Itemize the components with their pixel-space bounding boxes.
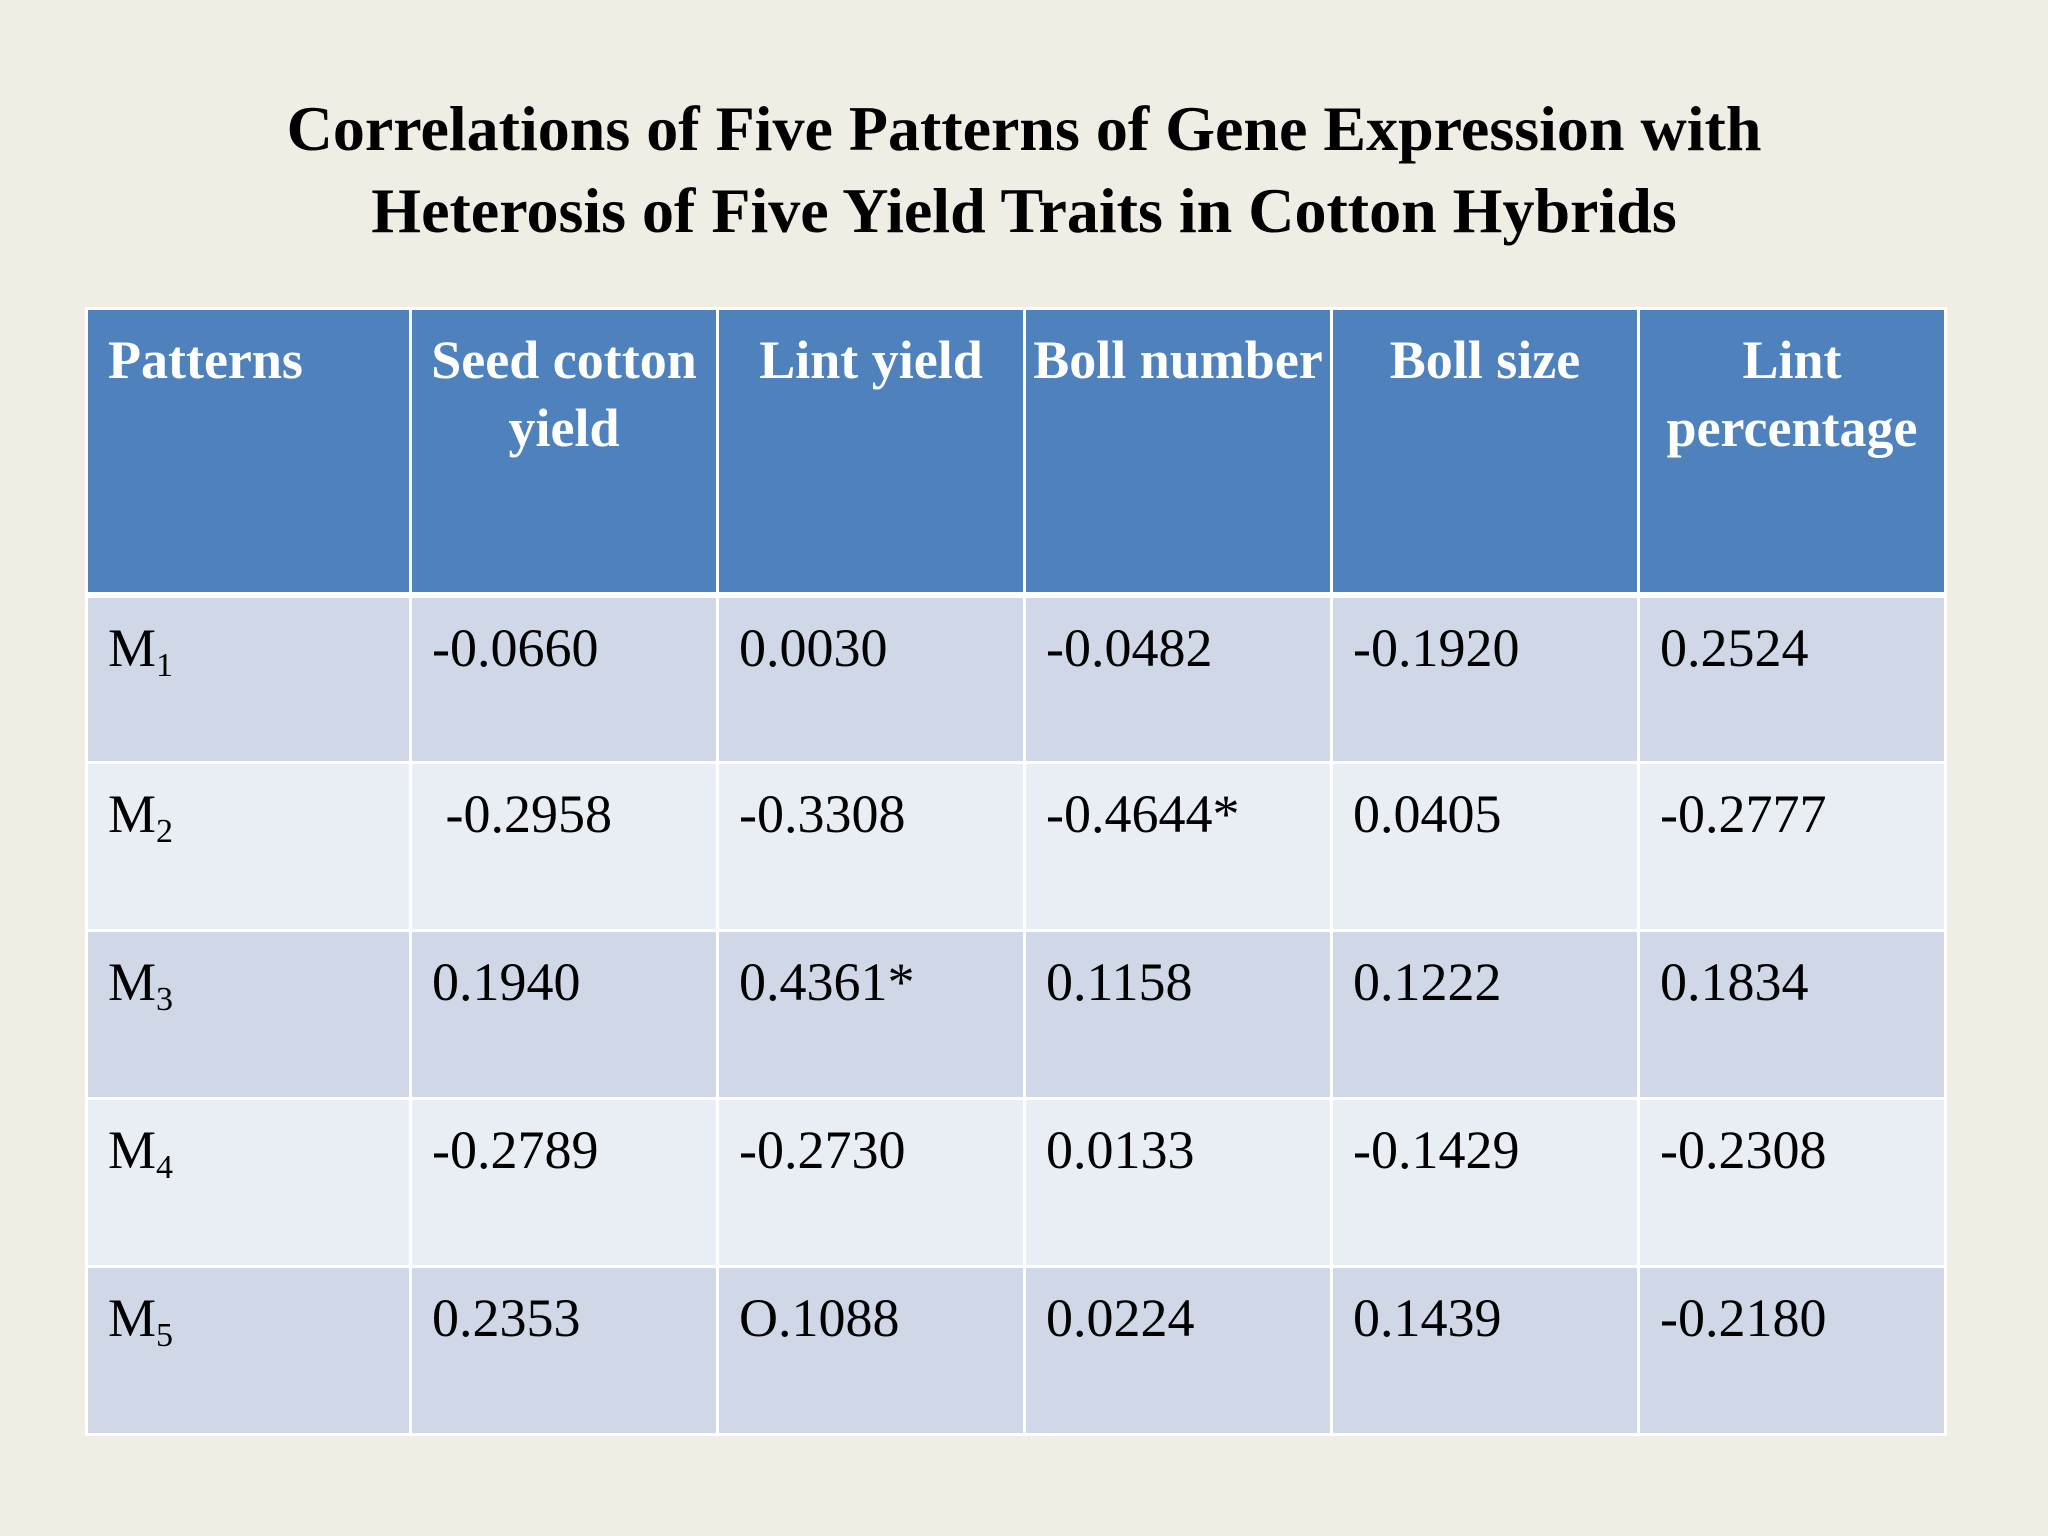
value-cell: -0.0482	[1023, 593, 1333, 764]
table-row: M4 -0.2789 -0.2730 0.0133 -0.1429 -0.230…	[85, 1097, 1947, 1268]
pattern-label: M	[108, 952, 157, 1012]
table-row: M1 -0.0660 0.0030 -0.0482 -0.1920 0.2524	[85, 593, 1947, 764]
value-cell: 0.0133	[1023, 1097, 1333, 1268]
pattern-subscript: 2	[156, 813, 174, 850]
header-boll-number: Boll number	[1023, 307, 1333, 598]
table-row: M5 0.2353 O.1088 0.0224 0.1439 -0.2180	[85, 1265, 1947, 1436]
pattern-label: M	[108, 784, 157, 844]
value-cell: O.1088	[716, 1265, 1026, 1436]
pattern-subscript: 4	[156, 1149, 174, 1186]
title-line-2: Heterosis of Five Yield Traits in Cotton…	[371, 175, 1677, 246]
correlation-table: Patterns Seed cotton yield Lint yield Bo…	[85, 307, 1947, 1436]
table-row: M2 -0.2958 -0.3308 -0.4644* 0.0405 -0.27…	[85, 761, 1947, 932]
value-cell: 0.1834	[1637, 929, 1947, 1100]
value-cell: -0.3308	[716, 761, 1026, 932]
value-cell: -0.2777	[1637, 761, 1947, 932]
value-cell: 0.2353	[409, 1265, 719, 1436]
pattern-cell: M1	[85, 593, 412, 764]
title-line-1: Correlations of Five Patterns of Gene Ex…	[286, 93, 1762, 164]
pattern-cell: M4	[85, 1097, 412, 1268]
value-cell: -0.0660	[409, 593, 719, 764]
header-boll-size: Boll size	[1330, 307, 1640, 598]
header-lint-yield: Lint yield	[716, 307, 1026, 598]
pattern-label: M	[108, 617, 157, 678]
table-header-row: Patterns Seed cotton yield Lint yield Bo…	[85, 307, 1947, 598]
pattern-cell: M2	[85, 761, 412, 932]
value-cell: -0.2180	[1637, 1265, 1947, 1436]
value-cell: -0.2308	[1637, 1097, 1947, 1268]
table-row: M3 0.1940 0.4361* 0.1158 0.1222 0.1834	[85, 929, 1947, 1100]
header-seed-cotton-yield: Seed cotton yield	[409, 307, 719, 598]
value-cell: 0.1439	[1330, 1265, 1640, 1436]
pattern-subscript: 1	[156, 646, 174, 684]
value-cell: 0.4361*	[716, 929, 1026, 1100]
value-cell: 0.0405	[1330, 761, 1640, 932]
pattern-label: M	[108, 1120, 157, 1180]
value-cell: 0.2524	[1637, 593, 1947, 764]
value-cell: 0.0030	[716, 593, 1026, 764]
pattern-label: M	[108, 1288, 157, 1348]
pattern-cell: M3	[85, 929, 412, 1100]
value-cell: -0.2789	[409, 1097, 719, 1268]
slide-title: Correlations of Five Patterns of Gene Ex…	[0, 88, 2048, 252]
pattern-subscript: 3	[156, 981, 174, 1018]
value-cell: -0.1429	[1330, 1097, 1640, 1268]
value-cell: 0.1158	[1023, 929, 1333, 1100]
value-cell: -0.2730	[716, 1097, 1026, 1268]
value-cell: 0.1940	[409, 929, 719, 1100]
header-patterns: Patterns	[85, 307, 412, 598]
value-cell: -0.1920	[1330, 593, 1640, 764]
value-cell: -0.4644*	[1023, 761, 1333, 932]
value-cell: 0.1222	[1330, 929, 1640, 1100]
header-lint-percentage: Lint percentage	[1637, 307, 1947, 598]
pattern-subscript: 5	[156, 1317, 174, 1354]
value-cell: -0.2958	[409, 761, 719, 932]
pattern-cell: M5	[85, 1265, 412, 1436]
value-cell: 0.0224	[1023, 1265, 1333, 1436]
